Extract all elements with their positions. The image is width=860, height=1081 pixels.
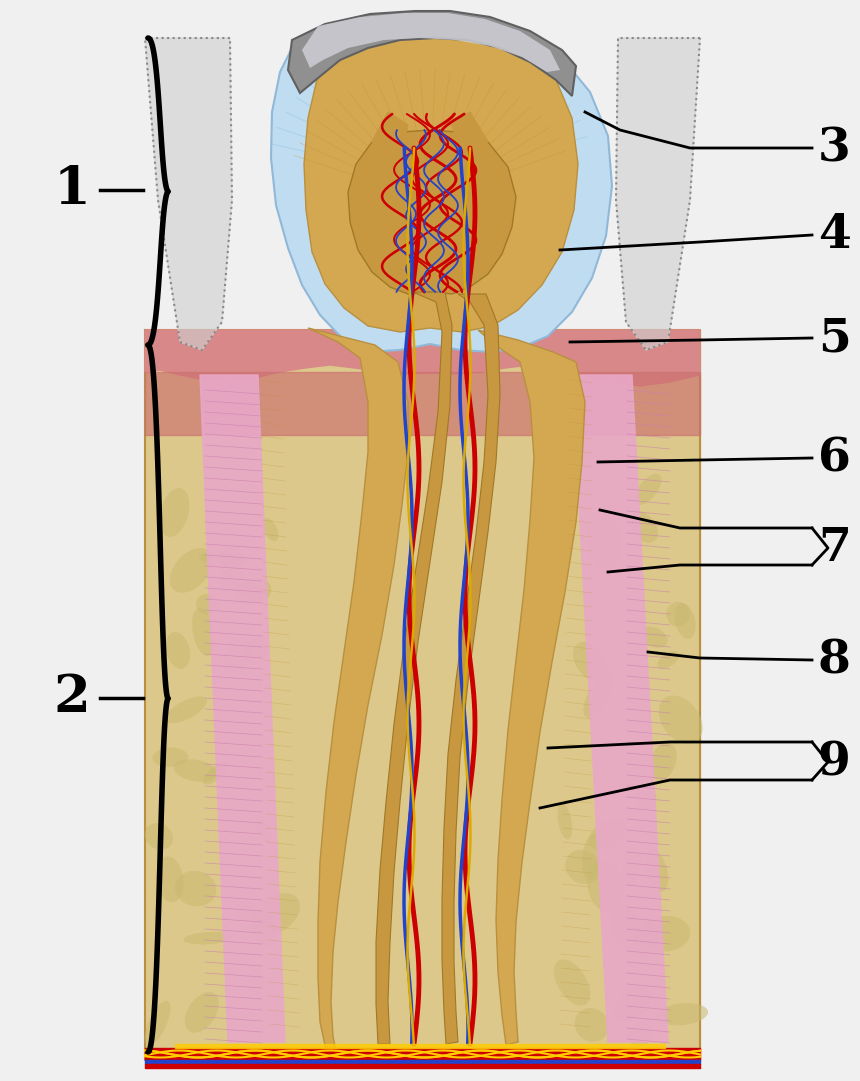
- Ellipse shape: [641, 627, 667, 648]
- Ellipse shape: [674, 603, 696, 639]
- Ellipse shape: [554, 960, 590, 1005]
- Text: 9: 9: [818, 739, 851, 785]
- Polygon shape: [145, 330, 700, 386]
- Ellipse shape: [157, 856, 183, 903]
- Text: 7: 7: [818, 525, 851, 571]
- Ellipse shape: [582, 833, 601, 879]
- Ellipse shape: [144, 823, 173, 850]
- Ellipse shape: [165, 696, 207, 723]
- Ellipse shape: [622, 846, 642, 888]
- Ellipse shape: [574, 1007, 609, 1042]
- Ellipse shape: [244, 637, 267, 665]
- Polygon shape: [372, 112, 408, 147]
- Ellipse shape: [644, 849, 668, 892]
- Ellipse shape: [192, 608, 215, 656]
- Polygon shape: [478, 330, 585, 1045]
- Ellipse shape: [629, 511, 658, 543]
- Ellipse shape: [583, 673, 613, 718]
- Ellipse shape: [573, 642, 609, 682]
- Ellipse shape: [218, 547, 246, 570]
- Ellipse shape: [255, 815, 272, 843]
- Polygon shape: [145, 38, 232, 350]
- Ellipse shape: [235, 577, 271, 606]
- Polygon shape: [145, 330, 700, 1060]
- Ellipse shape: [199, 551, 247, 566]
- Ellipse shape: [175, 871, 217, 906]
- Ellipse shape: [252, 893, 300, 935]
- Ellipse shape: [144, 1001, 170, 1045]
- Polygon shape: [308, 328, 408, 1050]
- Ellipse shape: [565, 850, 600, 884]
- Text: 8: 8: [818, 637, 851, 683]
- Ellipse shape: [613, 988, 652, 1020]
- Ellipse shape: [236, 582, 267, 601]
- Text: 4: 4: [818, 212, 851, 258]
- Ellipse shape: [160, 489, 189, 537]
- Ellipse shape: [628, 1023, 652, 1046]
- Ellipse shape: [633, 919, 659, 957]
- Polygon shape: [376, 292, 452, 1044]
- Ellipse shape: [249, 967, 263, 997]
- Ellipse shape: [166, 632, 190, 669]
- Ellipse shape: [587, 862, 623, 912]
- Ellipse shape: [656, 1003, 708, 1025]
- Polygon shape: [452, 112, 488, 147]
- Polygon shape: [200, 375, 285, 1042]
- Text: 6: 6: [818, 435, 851, 481]
- Ellipse shape: [220, 558, 242, 593]
- Polygon shape: [572, 375, 668, 1042]
- Ellipse shape: [203, 761, 230, 785]
- Ellipse shape: [224, 637, 252, 672]
- Ellipse shape: [635, 788, 656, 809]
- Text: 5: 5: [818, 315, 851, 361]
- Ellipse shape: [635, 473, 661, 505]
- Ellipse shape: [262, 518, 279, 542]
- Ellipse shape: [169, 548, 212, 592]
- Ellipse shape: [185, 992, 218, 1032]
- Ellipse shape: [251, 912, 277, 947]
- Polygon shape: [271, 18, 612, 352]
- Polygon shape: [288, 11, 576, 96]
- Ellipse shape: [196, 593, 218, 615]
- Ellipse shape: [152, 748, 188, 768]
- Polygon shape: [302, 13, 560, 72]
- Polygon shape: [145, 372, 700, 435]
- Ellipse shape: [589, 818, 627, 850]
- Ellipse shape: [666, 602, 690, 627]
- Polygon shape: [442, 294, 500, 1044]
- Ellipse shape: [650, 743, 677, 780]
- Polygon shape: [304, 32, 578, 332]
- Ellipse shape: [640, 916, 691, 951]
- Ellipse shape: [557, 803, 572, 840]
- Text: 1: 1: [53, 164, 90, 215]
- Ellipse shape: [610, 907, 641, 948]
- Ellipse shape: [174, 759, 217, 782]
- Ellipse shape: [549, 519, 574, 556]
- Polygon shape: [348, 130, 516, 294]
- Text: 3: 3: [818, 125, 851, 171]
- Ellipse shape: [183, 932, 233, 945]
- Ellipse shape: [587, 518, 622, 570]
- Polygon shape: [616, 38, 700, 350]
- Text: 2: 2: [53, 672, 90, 723]
- Ellipse shape: [236, 902, 256, 922]
- Ellipse shape: [658, 651, 679, 668]
- Ellipse shape: [659, 695, 703, 744]
